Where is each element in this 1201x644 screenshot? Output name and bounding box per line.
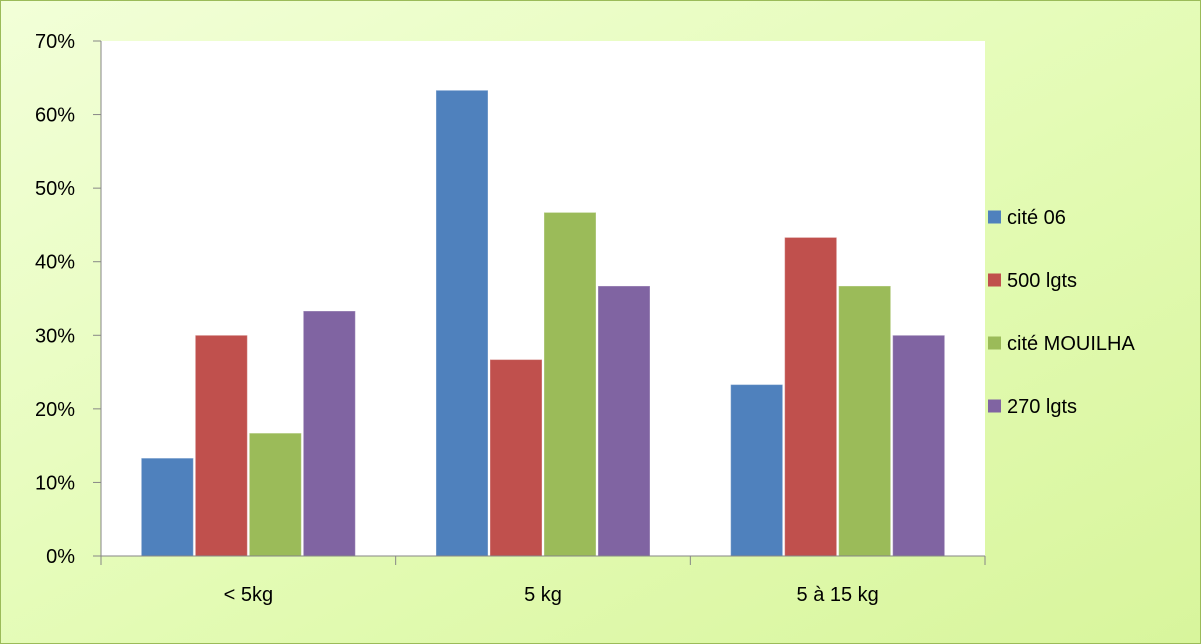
bars-group <box>140 89 946 557</box>
axes-group: 0% 10% 20% 30% 40% 50% 60% 70% < 5kg 5 kg 5 à 15 k… <box>35 31 986 606</box>
bar-4-3 <box>892 335 945 556</box>
bar-4-1 <box>303 311 356 556</box>
legend-label: cité MOUILHA <box>1007 333 1135 355</box>
y-tick-label: 0% <box>46 546 75 568</box>
bar-1-1 <box>141 458 194 556</box>
legend-label: 270 lgts <box>1007 396 1077 418</box>
bar-2-3 <box>784 237 837 556</box>
bar-1-3 <box>730 384 783 556</box>
y-tick-label: 10% <box>35 472 75 494</box>
y-tick-label: 40% <box>35 252 75 274</box>
legend-label: cité 06 <box>1007 207 1066 229</box>
bar-2-2 <box>490 359 542 556</box>
legend-swatch <box>988 336 1001 350</box>
bar-3-3 <box>838 285 891 556</box>
x-tick-label: < 5kg <box>224 584 273 606</box>
bar-2-1 <box>195 335 248 556</box>
bar-3-1 <box>249 433 302 556</box>
bar-1-2 <box>436 90 488 557</box>
y-tick-label: 50% <box>35 178 75 200</box>
plot-area <box>101 41 985 556</box>
legend-swatch <box>988 210 1001 224</box>
legend-swatch <box>988 399 1001 413</box>
legend-label: 500 lgts <box>1007 270 1077 292</box>
bar-3-2 <box>544 212 596 556</box>
y-tick-label: 20% <box>35 399 75 421</box>
y-tick-label: 30% <box>35 325 75 347</box>
y-tick-label: 70% <box>35 31 75 53</box>
bar-4-2 <box>598 285 650 556</box>
legend: cité 06 500 lgts cité MOUILHA 270 lgts <box>988 207 1135 418</box>
x-tick-label: 5 kg <box>524 584 562 606</box>
x-tick-label: 5 à 15 kg <box>797 584 879 606</box>
legend-swatch <box>988 273 1001 287</box>
y-tick-label: 60% <box>35 105 75 127</box>
